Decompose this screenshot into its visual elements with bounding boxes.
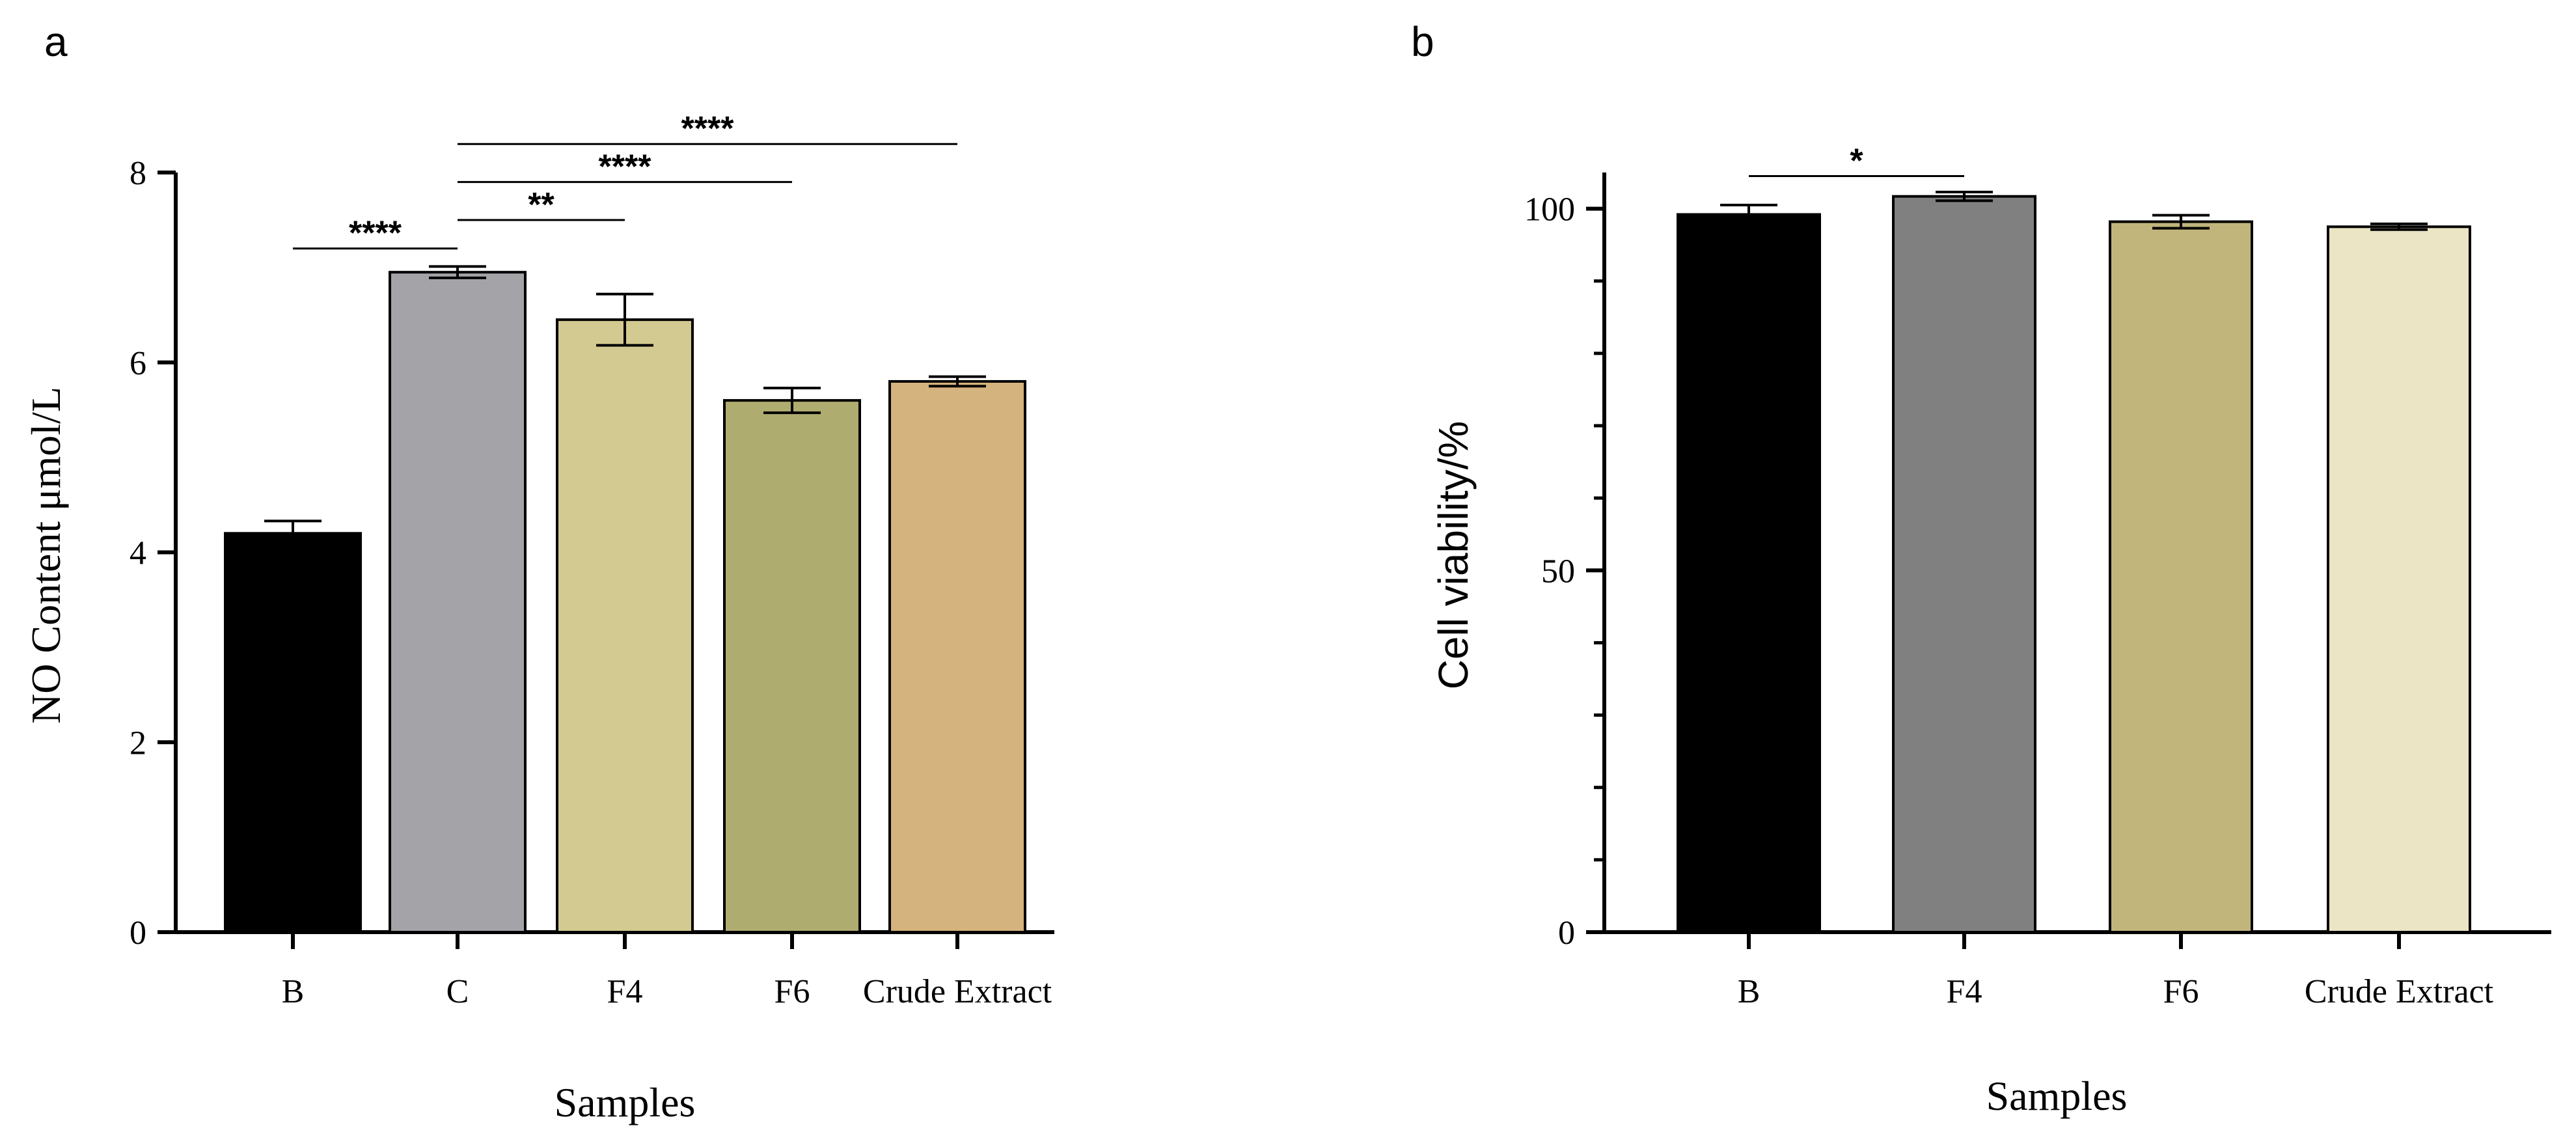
x-tick-label: C [446,973,469,1010]
y-tick-label: 6 [130,345,146,382]
panel-a-y-axis-title: NO Content μmol/L [23,387,69,724]
x-tick-label: B [282,973,305,1010]
x-tick-label: F4 [1947,973,1982,1010]
panel-b-error-bars [1720,191,2428,231]
panel-b-y-axis-title: Cell viability/% [1430,421,1477,690]
x-tick-label: B [1738,973,1761,1010]
panel-a-letter: a [44,18,68,65]
y-tick-label: 8 [130,155,146,192]
x-tick-label: F6 [2163,973,2199,1010]
significance-label: **** [599,148,652,186]
panel-a-bars [224,271,1026,933]
x-tick-label: Crude Extract [863,973,1052,1010]
bar-f6 [2109,220,2253,933]
bar-f6 [723,399,861,933]
y-tick-label: 2 [130,724,146,762]
panel-a-error-bars [264,265,986,547]
significance-label: **** [681,110,735,148]
bar-crude-extract [888,379,1026,933]
panel-b-bars [1677,195,2471,934]
bar-c [389,271,527,933]
y-tick-label: 4 [130,535,146,572]
y-tick-label: 0 [1558,915,1575,952]
significance-label: ** [528,186,555,224]
y-tick-label: 100 [1524,191,1575,228]
panel-b-cell-viability-chart: b * 0 50 100 B F4 F6 Crude Extract Samples Cel… [1411,18,2551,1119]
bar-b [224,532,362,933]
significance-label: * [1850,143,1863,180]
panel-b-x-axis-title: Samples [1986,1073,2128,1119]
panel-b-tick-labels: 0 50 100 B F4 F6 Crude Extract [1524,191,2494,1010]
bar-f4 [556,318,694,933]
x-tick-label: Crude Extract [2305,973,2494,1010]
x-tick-label: F4 [607,973,643,1010]
panel-b-letter: b [1411,18,1434,65]
x-tick-label: F6 [774,973,810,1010]
panel-a-significance-brackets: ************** [293,110,957,253]
bar-crude-extract [2327,225,2471,933]
y-tick-label: 50 [1541,553,1575,590]
panel-a-tick-labels: 0 2 4 6 8 B C F4 F6 Crude Extract [130,155,1052,1010]
bar-f4 [1892,195,2036,934]
panel-b-significance-brackets: * [1749,143,1964,180]
panel-a-x-axis-title: Samples [555,1079,696,1125]
significance-label: **** [349,215,402,253]
bar-b [1677,213,1821,933]
y-tick-label: 0 [130,915,146,952]
